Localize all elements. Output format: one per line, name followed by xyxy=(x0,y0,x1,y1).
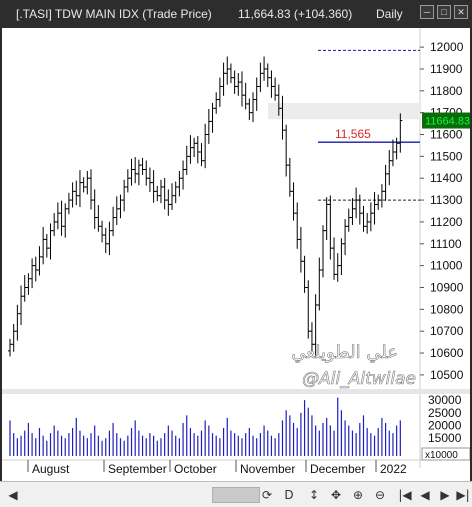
x-tick-label: September xyxy=(108,462,167,476)
y-tick-label: 11800 xyxy=(430,84,463,98)
prev-icon[interactable]: ◀ xyxy=(420,488,430,502)
horizontal-scrollbar[interactable]: ◀ ⟳ D ↕ ✥ ⊕ ⊖ |◀ ◀ ▶ ▶| xyxy=(0,481,472,507)
title-bar: [.TASI] TDW MAIN IDX (Trade Price) 11,66… xyxy=(0,0,472,28)
y-tick-label: 11300 xyxy=(430,193,463,207)
y-tick-label: 10500 xyxy=(430,368,464,382)
volume-tick-label: 30000 xyxy=(428,393,462,407)
last-price-box xyxy=(422,112,470,129)
y-tick-label: 10700 xyxy=(430,324,464,338)
last-price-change: 11,664.83 (+104.360) xyxy=(238,7,353,21)
volume-tick-label: 25000 xyxy=(428,406,462,420)
scroll-thumb[interactable] xyxy=(212,487,260,503)
interval-label[interactable]: Daily xyxy=(376,7,403,21)
minimize-button[interactable]: ─ xyxy=(420,5,434,19)
y-tick-label: 10800 xyxy=(430,302,464,316)
watermark-handle: @Ali_Altwilae xyxy=(302,369,416,389)
zoom-out-icon[interactable]: ⊖ xyxy=(374,488,386,502)
zoom-in-icon[interactable]: ⊕ xyxy=(352,488,364,502)
first-icon[interactable]: |◀ xyxy=(398,488,412,502)
highlight-band xyxy=(268,102,420,120)
y-tick-label: 11600 xyxy=(430,128,463,142)
volume-tick-label: 15000 xyxy=(428,431,462,445)
y-tick-label: 11900 xyxy=(430,62,463,76)
x-tick-label: November xyxy=(240,462,295,476)
y-tick-label: 11400 xyxy=(430,171,463,185)
d-icon[interactable]: D xyxy=(284,488,294,502)
expand-vertical-icon[interactable]: ↕ xyxy=(308,488,320,502)
y-tick-label: 12000 xyxy=(430,40,464,54)
y-tick-label: 11000 xyxy=(430,259,463,273)
plot-area[interactable]: 1200011900118001170011600115001140011300… xyxy=(2,28,470,507)
price-volume-chart[interactable]: 1200011900118001170011600115001140011300… xyxy=(2,28,470,481)
symbol-title: [.TASI] TDW MAIN IDX (Trade Price) xyxy=(16,7,212,21)
y-tick-label: 10600 xyxy=(430,346,464,360)
red-level-label: 11,565 xyxy=(335,127,371,141)
left-arrow-icon[interactable]: ◀ xyxy=(8,488,18,502)
watermark-arabic: علي الطويلعي xyxy=(291,342,398,363)
last-icon[interactable]: ▶| xyxy=(456,488,470,502)
refresh-icon[interactable]: ⟳ xyxy=(261,488,273,502)
x-tick-label: October xyxy=(174,462,217,476)
close-button[interactable]: ✕ xyxy=(454,5,468,19)
y-tick-label: 10900 xyxy=(430,280,464,294)
x-tick-label: August xyxy=(32,462,70,476)
next-icon[interactable]: ▶ xyxy=(440,488,450,502)
pane-splitter xyxy=(2,389,470,394)
x-tick-label: December xyxy=(310,462,365,476)
x-tick-label: 2022 xyxy=(380,462,407,476)
last-price-label: 11664.83 xyxy=(425,116,470,128)
maximize-button[interactable]: □ xyxy=(437,5,451,19)
move-icon[interactable]: ✥ xyxy=(330,488,342,502)
volume-unit-box xyxy=(421,447,470,461)
volume-unit-label: x10000 xyxy=(425,450,458,461)
y-tick-label: 11100 xyxy=(430,237,462,251)
y-tick-label: 11500 xyxy=(430,149,463,163)
volume-tick-label: 20000 xyxy=(428,419,462,433)
y-tick-label: 11200 xyxy=(430,215,463,229)
